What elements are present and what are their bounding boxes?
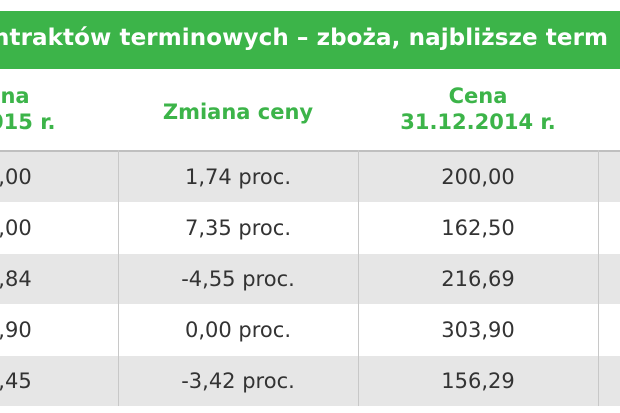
cell-price-previous: 200,00 bbox=[441, 165, 515, 189]
table-title: ntraktów terminowych – zboża, najbliższe… bbox=[0, 25, 609, 51]
header-price-previous: Cena 31.12.2014 r. bbox=[378, 83, 578, 135]
header-price-current-line1: na bbox=[0, 84, 30, 108]
cell-price-current: ,45 bbox=[0, 369, 32, 393]
cell-price-current: ,90 bbox=[0, 318, 32, 342]
table-row: ,00 7,35 proc. 162,50 bbox=[0, 203, 620, 254]
cell-price-previous: 303,90 bbox=[441, 318, 515, 342]
header-price-previous-line2: 31.12.2014 r. bbox=[400, 110, 556, 134]
table-title-bar: ntraktów terminowych – zboża, najbliższe… bbox=[0, 11, 620, 69]
cell-price-change: -3,42 proc. bbox=[181, 369, 295, 393]
column-divider bbox=[118, 150, 119, 406]
table-header-row: na 2015 r. Zmiana ceny Cena 31.12.2014 r… bbox=[0, 69, 620, 150]
cell-price-current: ,00 bbox=[0, 216, 32, 240]
table-row: ,84 -4,55 proc. 216,69 bbox=[0, 254, 620, 305]
cell-price-previous: 162,50 bbox=[441, 216, 515, 240]
header-price-current: na 2015 r. bbox=[0, 83, 90, 135]
table-row: ,00 1,74 proc. 200,00 bbox=[0, 152, 620, 203]
table-body: ,00 1,74 proc. 200,00 ,00 7,35 proc. 162… bbox=[0, 150, 620, 408]
header-price-previous-line1: Cena bbox=[448, 84, 508, 108]
header-price-change-line1: Zmiana ceny bbox=[162, 100, 314, 124]
column-divider bbox=[358, 150, 359, 406]
column-divider bbox=[598, 150, 599, 406]
cell-price-current: ,00 bbox=[0, 165, 32, 189]
cell-price-change: 1,74 proc. bbox=[184, 165, 291, 189]
cell-price-current: ,84 bbox=[0, 267, 32, 291]
cell-price-change: 7,35 proc. bbox=[184, 216, 291, 240]
header-price-change: Zmiana ceny bbox=[138, 99, 338, 125]
cell-price-change: 0,00 proc. bbox=[184, 318, 291, 342]
header-price-current-line2: 2015 r. bbox=[0, 110, 56, 134]
cell-price-previous: 216,69 bbox=[441, 267, 515, 291]
table-row: ,90 0,00 proc. 303,90 bbox=[0, 305, 620, 356]
cell-price-previous: 156,29 bbox=[441, 369, 515, 393]
table-row: ,45 -3,42 proc. 156,29 bbox=[0, 356, 620, 407]
cell-price-change: -4,55 proc. bbox=[181, 267, 295, 291]
